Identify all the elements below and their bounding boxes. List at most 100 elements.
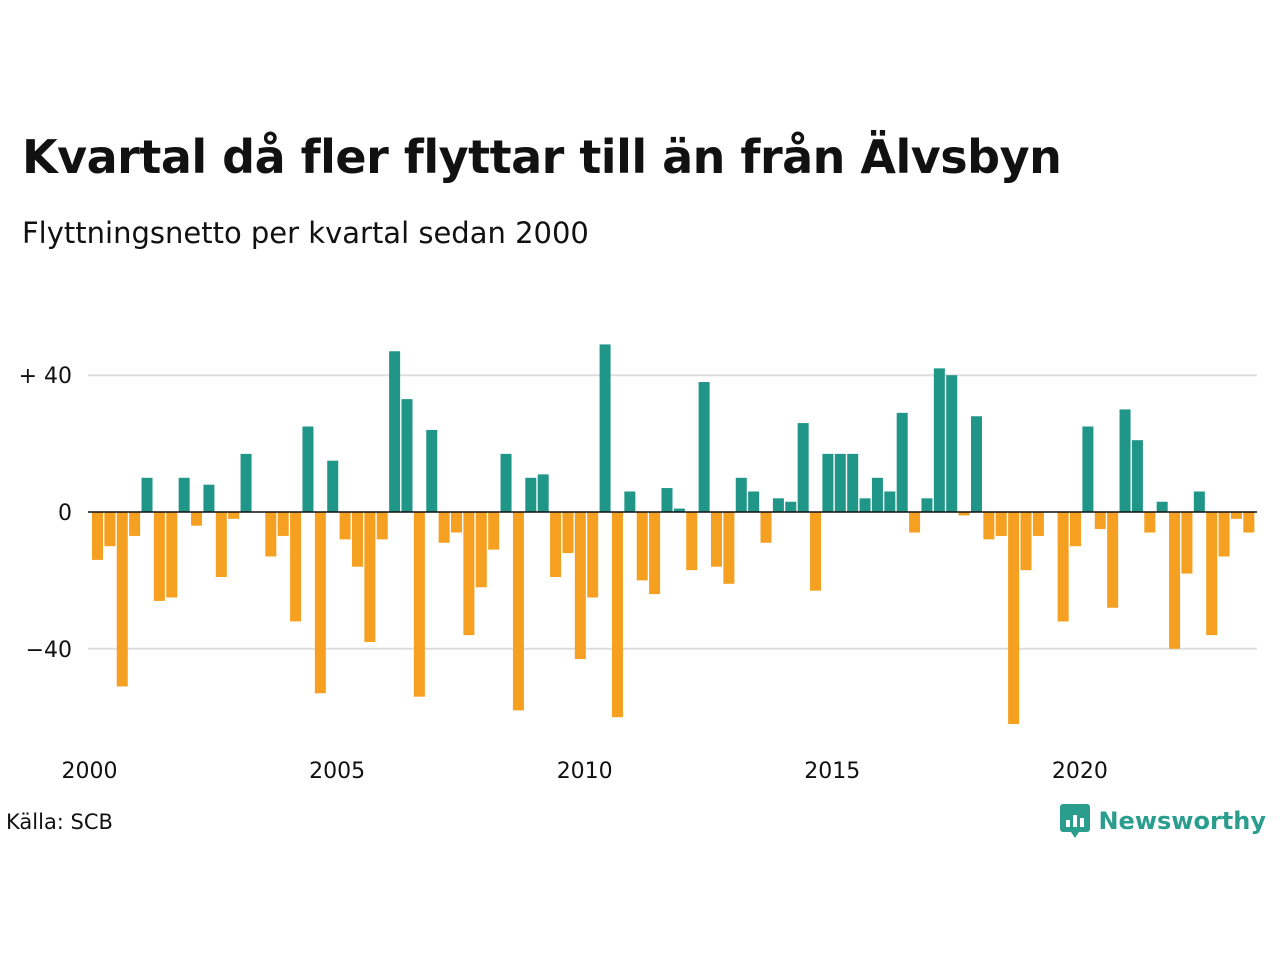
bar-negative [290, 512, 302, 622]
bar-negative [339, 512, 351, 540]
bar-negative [488, 512, 500, 550]
bar-negative [1169, 512, 1181, 649]
bar-positive [203, 484, 215, 512]
bar-positive [1119, 409, 1131, 512]
bar-negative [1144, 512, 1156, 533]
bar-negative [376, 512, 388, 540]
bar-negative [711, 512, 722, 567]
bar-positive [748, 491, 760, 512]
bar-negative [277, 512, 289, 536]
bar-negative [562, 512, 574, 554]
bar-positive [933, 368, 945, 512]
bar-positive [141, 477, 153, 512]
bar-negative [314, 512, 326, 694]
bar-negative [1094, 512, 1106, 530]
bar-positive [970, 416, 982, 512]
x-tick-label: 2000 [62, 759, 118, 784]
bar-negative [1218, 512, 1230, 557]
y-tick-label: 0 [58, 501, 72, 526]
brand-name: Newsworthy [1098, 807, 1266, 835]
bar-negative [475, 512, 487, 588]
bar-negative [1243, 512, 1255, 533]
bar-positive [240, 453, 252, 512]
bar-positive [389, 351, 401, 512]
bar-negative [104, 512, 116, 547]
y-tick-label: + 40 [19, 364, 72, 389]
grid-lines [88, 374, 1257, 650]
bar-negative [983, 512, 995, 540]
bar-negative [1020, 512, 1032, 571]
bar-negative [129, 512, 141, 536]
bar-negative [636, 512, 648, 581]
bar-negative [1032, 512, 1044, 536]
bar-positive [1193, 491, 1205, 512]
bar-negative [611, 512, 623, 718]
bar-positive [735, 477, 747, 512]
chart-subtitle: Flyttningsnetto per kvartal sedan 2000 [22, 216, 589, 250]
bar-negative [909, 512, 921, 533]
brand-logo[interactable]: Newsworthy [1060, 804, 1266, 838]
bar-positive [834, 453, 846, 512]
bars [92, 344, 1255, 725]
bar-positive [302, 426, 314, 512]
bar-negative [92, 512, 103, 560]
bar-positive [859, 498, 871, 512]
bar-positive [698, 382, 710, 512]
bar-negative [166, 512, 178, 598]
bar-positive [896, 412, 908, 512]
bar-positive [537, 474, 549, 512]
bar-negative [810, 512, 822, 591]
tick-labels: + 40 0 −40 2000 2005 2010 2015 2020 [19, 364, 1108, 784]
bar-negative [1206, 512, 1218, 636]
bar-positive [847, 453, 859, 512]
bar-negative [1107, 512, 1119, 608]
bar-positive [661, 488, 673, 512]
bar-positive [921, 498, 933, 512]
bar-negative [191, 512, 203, 526]
bar-negative [364, 512, 376, 642]
bar-positive [1082, 426, 1094, 512]
bar-negative [1057, 512, 1069, 622]
bar-negative [550, 512, 562, 577]
bar-positive [772, 498, 784, 512]
bar-positive [624, 491, 636, 512]
bar-negative [116, 512, 128, 687]
bar-positive [327, 460, 339, 512]
bar-positive [946, 375, 958, 512]
bar-negative [351, 512, 363, 567]
newsworthy-logo-icon [1060, 804, 1091, 838]
bar-positive [599, 344, 611, 512]
y-tick-label: −40 [26, 638, 72, 663]
bar-positive [797, 423, 809, 512]
bar-negative [228, 512, 240, 519]
bar-negative [1070, 512, 1082, 547]
bar-negative [265, 512, 277, 557]
bar-negative [463, 512, 475, 636]
bar-positive [1156, 501, 1168, 512]
bar-negative [451, 512, 463, 533]
bar-negative [574, 512, 586, 660]
bar-negative [438, 512, 450, 543]
bar-negative [686, 512, 698, 571]
bar-negative [587, 512, 599, 598]
bar-negative [153, 512, 165, 601]
bar-negative [723, 512, 735, 584]
bar-positive [871, 477, 883, 512]
x-tick-label: 2005 [309, 759, 365, 784]
chart-title: Kvartal då fler flyttar till än från Älv… [22, 130, 1062, 184]
bar-positive [785, 501, 797, 512]
bar-negative [512, 512, 524, 711]
bar-positive [426, 429, 438, 512]
bar-positive [1131, 440, 1143, 512]
bar-positive [884, 491, 896, 512]
bar-negative [413, 512, 425, 697]
bar-negative [649, 512, 661, 595]
bar-negative [1008, 512, 1020, 725]
bar-positive [822, 453, 834, 512]
bar-negative [215, 512, 227, 577]
bar-positive [401, 399, 413, 512]
bar-positive [673, 508, 685, 512]
bar-positive [525, 477, 537, 512]
x-tick-label: 2010 [557, 759, 613, 784]
